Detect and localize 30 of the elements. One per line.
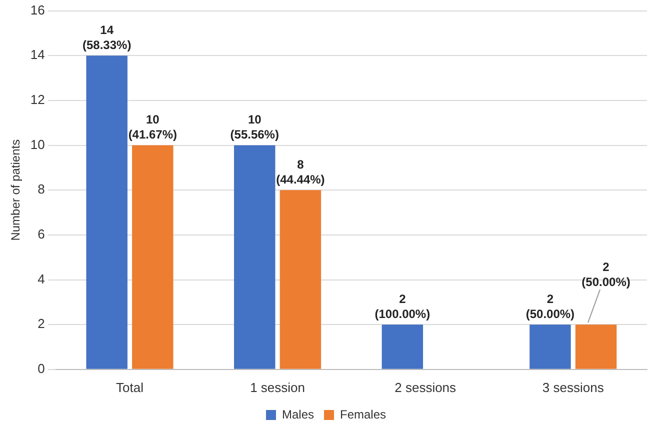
y-axis-title: Number of patients bbox=[8, 139, 23, 241]
data-label: 2 (50.00%) bbox=[526, 292, 575, 321]
y-tick-label: 0 bbox=[38, 360, 45, 376]
y-tick-label: 12 bbox=[30, 92, 45, 108]
data-label: 8 (44.44%) bbox=[276, 157, 325, 186]
x-tick-label: Total bbox=[116, 380, 144, 395]
y-tick-label: 6 bbox=[38, 226, 45, 242]
x-tick-label: 1 session bbox=[250, 380, 305, 395]
bar bbox=[86, 56, 128, 369]
data-label: 2 (100.00%) bbox=[374, 292, 430, 321]
legend-label: Females bbox=[340, 407, 386, 422]
bar bbox=[530, 324, 571, 369]
bar bbox=[382, 324, 424, 369]
y-tick-label: 14 bbox=[30, 47, 45, 62]
bar bbox=[234, 145, 276, 369]
bar bbox=[132, 145, 174, 369]
bar bbox=[575, 324, 617, 369]
legend-label: Males bbox=[282, 407, 314, 422]
y-tick-label: 4 bbox=[38, 271, 45, 286]
y-tick-label: 8 bbox=[38, 182, 45, 197]
data-label: 2 (50.00%) bbox=[582, 260, 630, 289]
data-label: 10 (55.56%) bbox=[230, 112, 279, 142]
x-tick-label: 2 sessions bbox=[394, 380, 457, 395]
x-tick-label: 3 sessions bbox=[542, 380, 604, 395]
y-tick-label: 2 bbox=[38, 316, 45, 332]
data-label: 10 (41.67%) bbox=[128, 112, 178, 142]
data-label: 14 (58.33%) bbox=[82, 22, 132, 52]
y-tick-label: 16 bbox=[30, 2, 45, 18]
y-tick-label: 10 bbox=[30, 136, 45, 152]
bar bbox=[280, 190, 322, 369]
